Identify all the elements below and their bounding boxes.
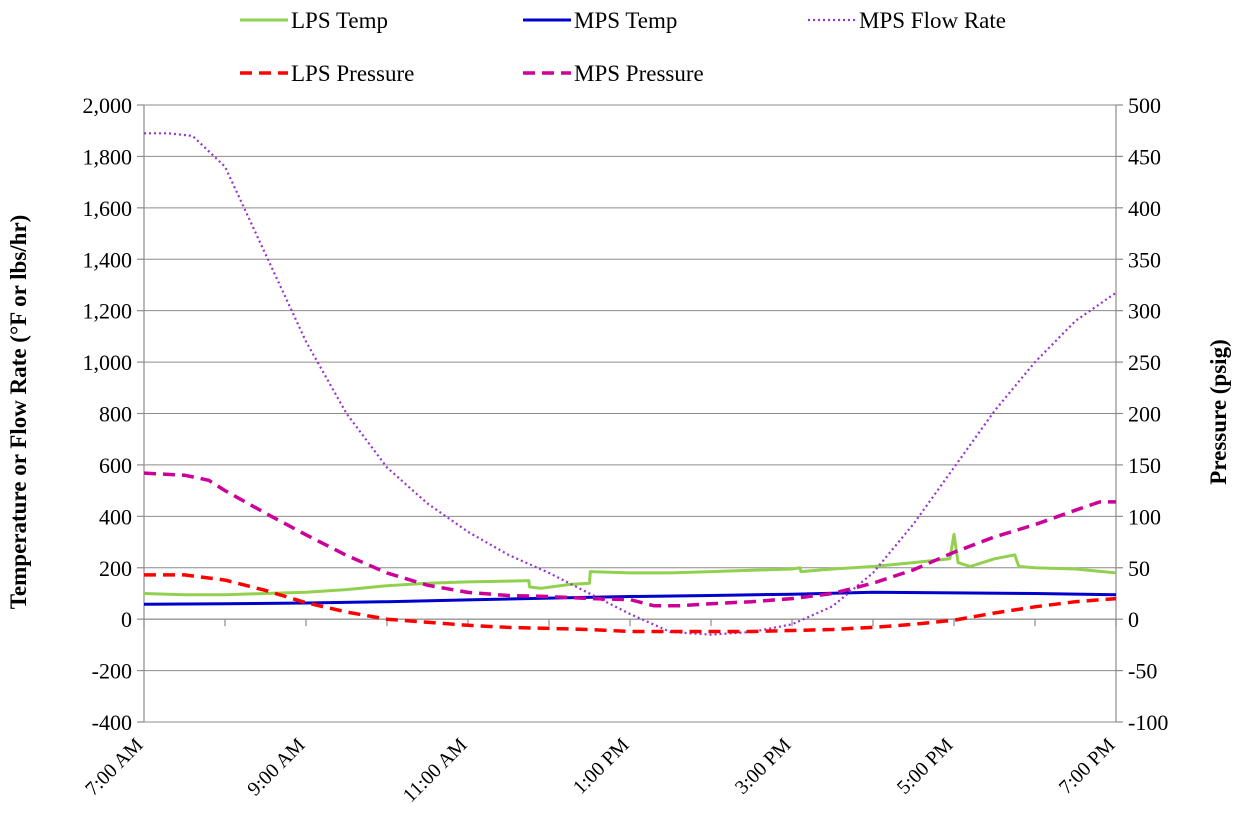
y-left-tick-label: 600 (99, 453, 132, 478)
series-line-mps-temp (143, 590, 1117, 606)
y-left-axis-title: Temperature or Flow Rate (°F or lbs/hr) (6, 215, 31, 610)
y-right-tick-label: 200 (1128, 402, 1161, 427)
x-tick-label: 9:00 AM (243, 734, 309, 800)
series-line-mps-pressure (143, 471, 1116, 608)
x-tick-labels: 7:00 AM 9:00 AM 11:00 AM 1:00 PM 3:00 PM 5:00… (81, 734, 1119, 807)
y-left-tick-label: 0 (121, 607, 132, 632)
x-tick-label: 3:00 PM (731, 734, 796, 799)
y-left-tick-label: 400 (99, 504, 132, 529)
y-left-tick-label: 1,000 (83, 350, 133, 375)
legend-label-lps-temp: LPS Temp (291, 8, 388, 33)
y-left-tick-label: -400 (92, 710, 132, 735)
y-right-tick-label: 300 (1128, 299, 1161, 324)
y-right-tick-label: 100 (1128, 504, 1161, 529)
x-tick-label: 1:00 PM (569, 734, 634, 799)
y-right-tick-label: 0 (1128, 607, 1139, 632)
x-tick-label: 11:00 AM (399, 734, 472, 807)
y-left-tick-label: -200 (92, 659, 132, 684)
legend-label-mps-flow-rate: MPS Flow Rate (859, 8, 1006, 33)
y-right-tick-label: 400 (1128, 196, 1161, 221)
y-right-tick-label: 350 (1128, 247, 1161, 272)
y-left-tick-label: 2,000 (83, 93, 133, 118)
series-line-mps-flow-rate (144, 132, 1117, 636)
y-right-tick-label: 500 (1128, 93, 1161, 118)
legend-label-mps-temp: MPS Temp (574, 8, 677, 33)
y-right-tick-label: 450 (1128, 144, 1161, 169)
y-left-tick-label: 1,400 (83, 247, 133, 272)
gridlines (144, 104, 1116, 723)
y-right-tick-label: -50 (1128, 659, 1157, 684)
y-right-tick-labels: -100 -50 0 50 100 150 200 250 300 350 400 450 500 (1128, 93, 1168, 735)
legend-label-lps-pressure: LPS Pressure (291, 61, 414, 86)
legend: LPS Temp MPS Temp MPS Flow Rate LPS Pressur… (240, 8, 1006, 86)
series-line-lps-temp (143, 532, 1117, 597)
axes (137, 104, 1123, 723)
y-left-tick-labels: -400 -200 0 200 400 600 800 1,000 1,200 1,400 1,60… (83, 93, 133, 735)
x-tick-label: 7:00 AM (81, 734, 147, 800)
series-lines (143, 132, 1117, 636)
y-left-tick-label: 200 (99, 556, 132, 581)
y-right-tick-label: 150 (1128, 453, 1161, 478)
y-left-tick-label: 800 (99, 402, 132, 427)
x-tick-label: 7:00 PM (1055, 734, 1120, 799)
y-left-tick-label: 1,600 (83, 196, 133, 221)
y-left-tick-label: 1,800 (83, 144, 133, 169)
y-right-tick-label: -100 (1128, 710, 1168, 735)
y-right-tick-label: 250 (1128, 350, 1161, 375)
x-tick-label: 5:00 PM (893, 734, 958, 799)
y-right-axis-title: Pressure (psig) (1206, 339, 1231, 484)
y-left-tick-label: 1,200 (83, 299, 133, 324)
y-right-tick-label: 50 (1128, 556, 1150, 581)
legend-label-mps-pressure: MPS Pressure (574, 61, 704, 86)
